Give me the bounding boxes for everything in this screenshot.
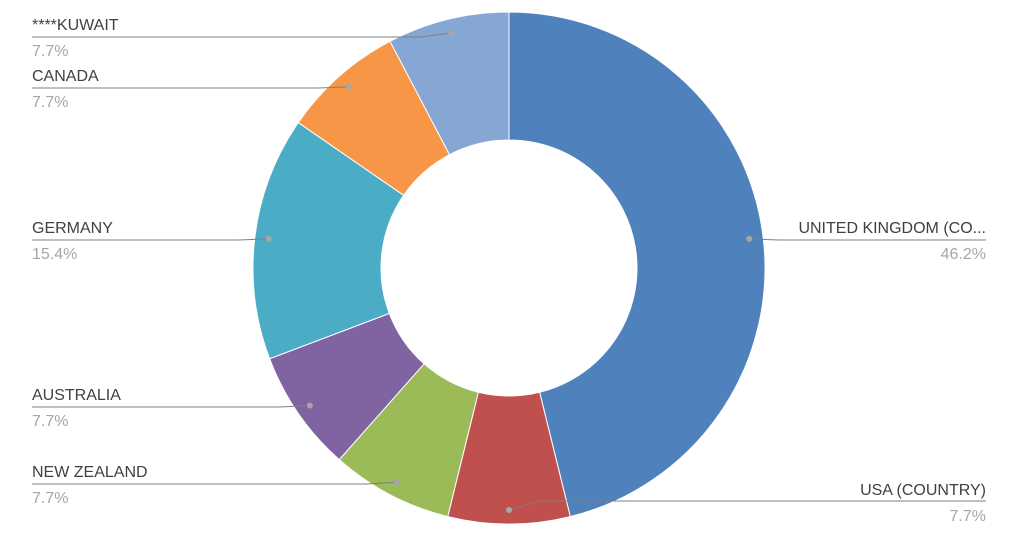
- leader-dot-germany: [265, 235, 272, 242]
- leader-line-kuwait: [32, 32, 452, 38]
- leader-lines-group: [32, 30, 986, 513]
- label-name-united-kingdom-co: UNITED KINGDOM (CO...: [798, 220, 986, 237]
- leader-dot-united-kingdom-co: [746, 235, 753, 242]
- label-name-germany: GERMANY: [32, 220, 113, 237]
- label-name-usa-country: USA (COUNTRY): [860, 482, 986, 499]
- label-percent-new-zealand: 7.7%: [32, 490, 68, 507]
- label-percent-usa-country: 7.7%: [950, 508, 986, 525]
- slices-group: [252, 11, 766, 525]
- leader-line-united-kingdom-co: [749, 238, 986, 241]
- label-name-kuwait: ****KUWAIT: [32, 17, 119, 34]
- leader-dot-usa-country: [506, 507, 512, 513]
- label-name-australia: AUSTRALIA: [32, 387, 121, 404]
- slice-kuwait: [389, 11, 510, 156]
- leader-dot-canada: [345, 83, 352, 90]
- slice-united-kingdom-co: [508, 11, 766, 518]
- label-name-canada: CANADA: [32, 68, 99, 85]
- leader-line-usa-country: [508, 500, 986, 511]
- label-name-new-zealand: NEW ZEALAND: [32, 464, 148, 481]
- label-percent-australia: 7.7%: [32, 413, 68, 430]
- leader-dot-new-zealand: [393, 479, 400, 486]
- labels-group: UNITED KINGDOM (CO... 46.2% USA (COUNTRY) 7…: [32, 17, 986, 525]
- label-percent-kuwait: 7.7%: [32, 43, 68, 60]
- leader-line-germany: [32, 238, 269, 241]
- slice-germany: [252, 121, 405, 360]
- label-percent-germany: 15.4%: [32, 246, 77, 263]
- leader-dot-australia: [306, 402, 313, 409]
- leader-line-australia: [32, 404, 310, 408]
- label-percent-canada: 7.7%: [32, 94, 68, 111]
- label-percent-united-kingdom-co: 46.2%: [941, 246, 986, 263]
- leader-line-new-zealand: [32, 481, 397, 485]
- leader-line-canada: [32, 86, 349, 89]
- leader-dot-kuwait: [448, 30, 455, 37]
